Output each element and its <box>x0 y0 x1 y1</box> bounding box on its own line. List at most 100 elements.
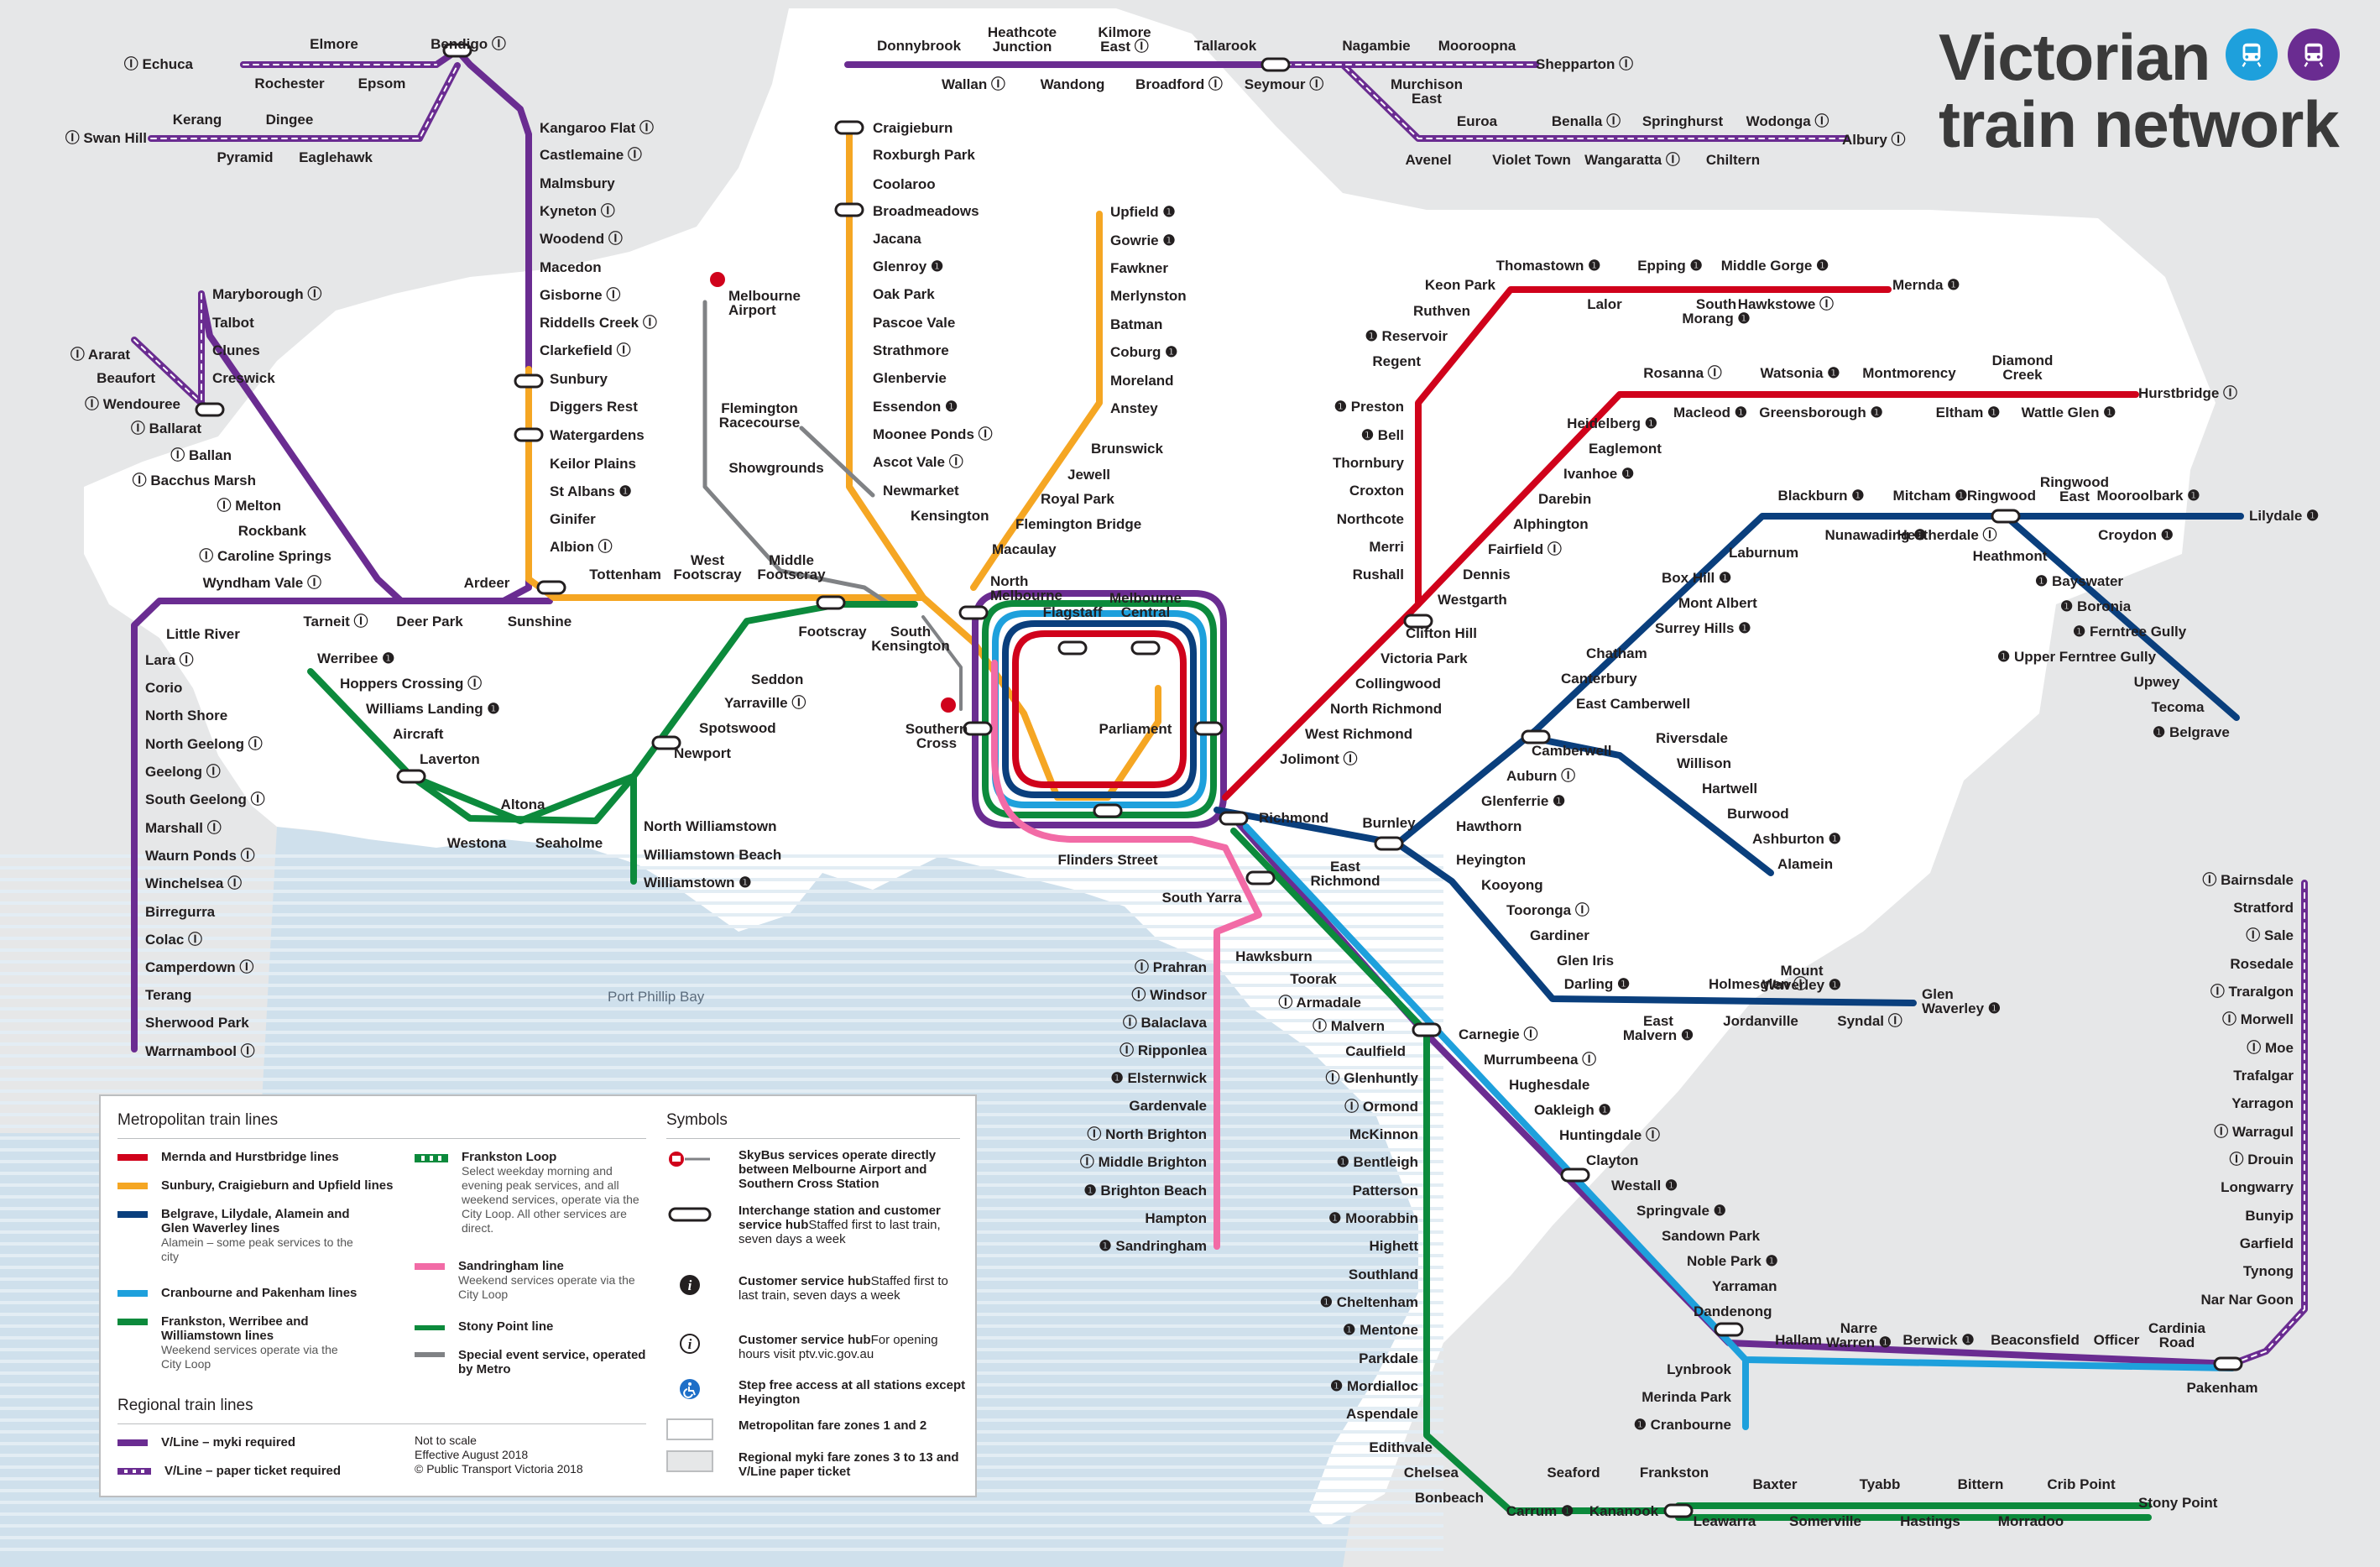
legend-skybus: SkyBus services operate directly between… <box>666 1148 968 1191</box>
station-oak-park: Oak Park <box>873 286 935 302</box>
hurstbridge-line <box>1415 391 2139 608</box>
station-kilmore-east: Kilmore East Ⓘ <box>1098 24 1151 55</box>
station-auburn: Auburn Ⓘ <box>1506 767 1575 784</box>
station-bayswater: ❶ Bayswater <box>2035 573 2123 589</box>
watergardens-hub <box>514 427 544 442</box>
ringwood-hub <box>1991 509 2021 524</box>
station-tecoma: Tecoma <box>2152 699 2205 715</box>
station-ballarat: Ⓘ Ballarat <box>131 420 201 436</box>
station-rosedale: Rosedale <box>2230 956 2294 972</box>
station-flemington-bridge: Flemington Bridge <box>1015 516 1141 532</box>
station-murrumbeena: Murrumbeena Ⓘ <box>1484 1051 1596 1068</box>
station-mont-albert: Mont Albert <box>1678 595 1757 611</box>
station-patterson: Patterson <box>1353 1183 1418 1199</box>
station-ardeer: Ardeer <box>464 575 510 591</box>
station-middle-footscray: Middle Footscray <box>757 552 826 582</box>
clifton-hill-hub <box>1403 614 1433 629</box>
station-sandringham: ❶ Sandringham <box>1099 1238 1207 1254</box>
legend-cranbourne-pakenham: Cranbourne and Pakenham lines <box>117 1286 394 1300</box>
svg-text:i: i <box>688 1336 692 1352</box>
vline-train-icon <box>2288 29 2340 81</box>
station-stratford: Stratford <box>2233 900 2294 916</box>
station-pyramid: Pyramid <box>217 149 273 165</box>
station-prahran: Ⓘ Prahran <box>1135 958 1207 975</box>
station-woodend: Woodend Ⓘ <box>540 230 623 247</box>
station-ringwood: Ringwood <box>1967 488 2036 504</box>
craigieburn-hub <box>834 120 864 135</box>
station-heidelberg: Heidelberg ❶ <box>1567 415 1657 431</box>
station-bendigo: Bendigo Ⓘ <box>431 35 506 52</box>
station-rochester: Rochester <box>254 76 325 91</box>
station-north-williamstown: North Williamstown <box>644 818 777 834</box>
station-aircraft: Aircraft <box>393 726 444 742</box>
broadmeadows-hub <box>834 202 864 217</box>
station-essendon: Essendon ❶ <box>873 399 958 415</box>
station-gardiner: Gardiner <box>1530 927 1589 943</box>
geelong-warrnambool-line <box>131 598 553 1053</box>
station-lynbrook: Lynbrook <box>1667 1361 1731 1377</box>
legend-special-event: Special event service, operated by Metro <box>415 1348 650 1376</box>
station-melbourne-airport: Melbourne Airport <box>728 288 801 318</box>
station-keon-park: Keon Park <box>1425 277 1496 293</box>
station-willison: Willison <box>1677 755 1731 771</box>
station-south-kensington: South Kensington <box>871 624 950 654</box>
pakenham-hub <box>2213 1356 2243 1371</box>
station-albion: Albion Ⓘ <box>550 538 613 555</box>
station-east-malvern: East Malvern ❶ <box>1623 1013 1694 1043</box>
station-kooyong: Kooyong <box>1481 877 1543 893</box>
legend-belgrave-lilydale: Belgrave, Lilydale, Alamein and Glen Wav… <box>117 1207 361 1264</box>
symbol-sub: Staffed first to last train, seven days … <box>739 1274 948 1303</box>
legend-vline-myki: V/Line – myki required <box>117 1435 369 1449</box>
station-beaconsfield: Beaconsfield <box>1991 1332 2080 1348</box>
station-williamstown: Williamstown ❶ <box>644 875 751 891</box>
station-jewell: Jewell <box>1067 467 1110 483</box>
station-syndal: Syndal Ⓘ <box>1837 1012 1902 1029</box>
station-victoria-park: Victoria Park <box>1381 650 1468 666</box>
station-craigieburn: Craigieburn <box>873 120 953 136</box>
station-flagstaff: Flagstaff <box>1043 604 1103 620</box>
station-geelong: Geelong Ⓘ <box>145 763 221 780</box>
note-effective: Effective August 2018 <box>415 1448 529 1461</box>
station-laburnum: Laburnum <box>1729 545 1798 561</box>
station-seaford: Seaford <box>1547 1465 1600 1481</box>
station-merri: Merri <box>1369 539 1404 555</box>
station-surrey-hills: Surrey Hills ❶ <box>1655 620 1751 636</box>
southern-cross-hub <box>963 721 993 736</box>
map-legend: Metropolitan train lines Mernda and Hurs… <box>99 1094 977 1497</box>
station-north-shore: North Shore <box>145 708 227 723</box>
station-east-richmond: East Richmond <box>1310 859 1380 889</box>
station-south-yarra: South Yarra <box>1161 890 1242 906</box>
station-springvale: Springvale ❶ <box>1636 1203 1726 1219</box>
swatch-green-dashed <box>415 1154 448 1162</box>
station-cranbourne: ❶ Cranbourne <box>1634 1417 1731 1433</box>
station-laverton: Laverton <box>420 751 480 767</box>
craigieburn-line <box>846 123 926 601</box>
station-mentone: ❶ Mentone <box>1343 1322 1418 1338</box>
station-kananook: Kananook <box>1589 1503 1659 1519</box>
station-garfield: Garfield <box>2240 1235 2294 1251</box>
legend-frankston-werribee: Frankston, Werribee and Williamstown lin… <box>117 1314 344 1371</box>
station-thomastown: Thomastown ❶ <box>1496 258 1601 274</box>
station-clifton-hill: Clifton Hill <box>1406 625 1477 641</box>
station-heathcote-junction: Heathcote Junction <box>988 24 1057 55</box>
station-nagambie: Nagambie <box>1342 38 1410 54</box>
mernda-line <box>1222 286 1892 801</box>
station-cardinia-road: Cardinia Road <box>2148 1320 2206 1350</box>
station-heyington: Heyington <box>1456 852 1526 868</box>
title-line-1: Victorian <box>1939 20 2210 94</box>
station-narre-warren: Narre Warren ❶ <box>1826 1320 1892 1350</box>
station-richmond: Richmond <box>1259 810 1328 826</box>
legend-sunbury-craigieburn-upfield: Sunbury, Craigieburn and Upfield lines <box>117 1178 436 1193</box>
station-box-hill: Box Hill ❶ <box>1662 570 1731 586</box>
station-creswick: Creswick <box>212 370 275 386</box>
station-flinders-street: Flinders Street <box>1057 852 1157 868</box>
station-eaglehawk: Eaglehawk <box>299 149 373 165</box>
legend-divider <box>117 1423 646 1424</box>
station-corio: Corio <box>145 680 182 696</box>
station-heathmont: Heathmont <box>1973 548 2048 564</box>
station-westona: Westona <box>447 835 507 851</box>
station-eltham: Eltham ❶ <box>1936 405 2001 420</box>
station-ballan: Ⓘ Ballan <box>170 447 232 463</box>
north-melbourne-hub <box>958 605 989 620</box>
station-sandown-park: Sandown Park <box>1662 1228 1761 1244</box>
